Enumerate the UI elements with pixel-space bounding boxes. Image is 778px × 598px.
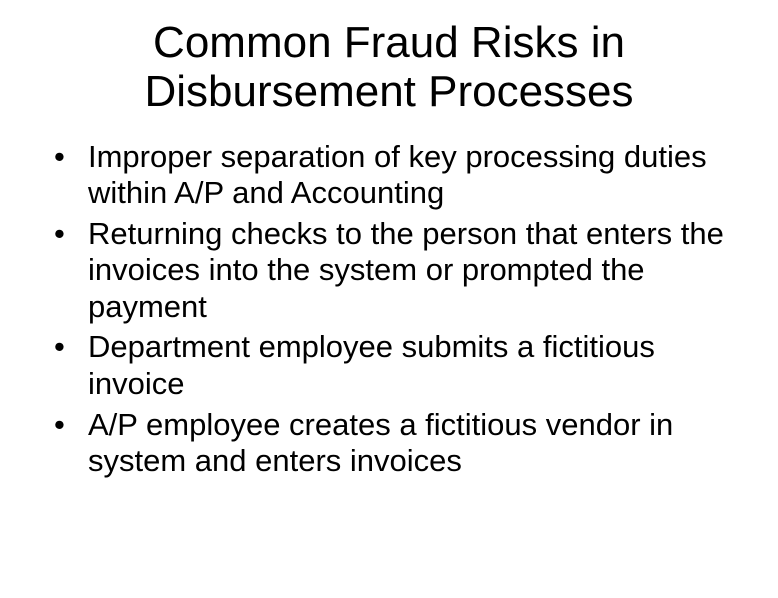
bullet-text: Improper separation of key processing du…	[88, 139, 707, 211]
bullet-text: Department employee submits a fictitious…	[88, 329, 655, 401]
bullet-text: A/P employee creates a fictitious vendor…	[88, 407, 673, 479]
list-item: Returning checks to the person that ente…	[46, 216, 738, 326]
slide-title: Common Fraud Risks in Disbursement Proce…	[40, 18, 738, 117]
title-line-2: Disbursement Processes	[144, 67, 633, 116]
list-item: Improper separation of key processing du…	[46, 139, 738, 212]
list-item: Department employee submits a fictitious…	[46, 329, 738, 402]
bullet-text: Returning checks to the person that ente…	[88, 216, 724, 324]
list-item: A/P employee creates a fictitious vendor…	[46, 407, 738, 480]
title-line-1: Common Fraud Risks in	[153, 18, 625, 67]
bullet-list: Improper separation of key processing du…	[40, 139, 738, 480]
slide: Common Fraud Risks in Disbursement Proce…	[0, 0, 778, 598]
